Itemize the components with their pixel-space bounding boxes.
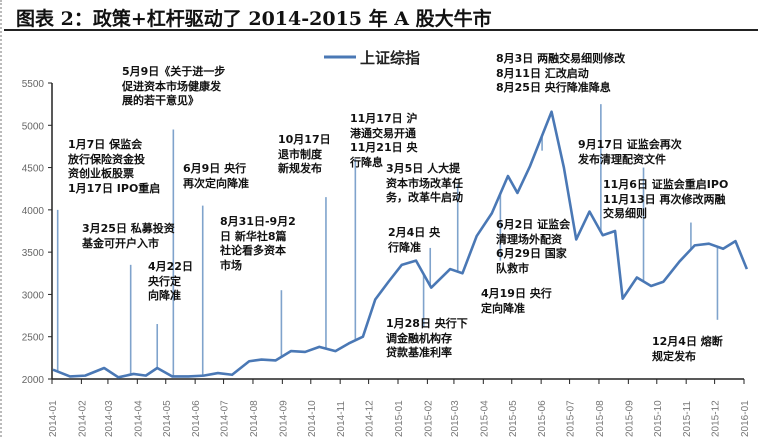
x-tick-label: 2015-03 — [450, 400, 461, 437]
annotation-text: 1月28日 央行下 调金融机构存 贷款基准利率 — [386, 317, 468, 359]
annotation-text: 1月7日 保监会 放行保险资金投 资创业板股票 1月17日 IPO重启 — [68, 138, 161, 195]
x-tick-label: 2014-11 — [336, 401, 347, 437]
x-tick-label: 2015-09 — [624, 400, 635, 437]
x-tick-label: 2015-11 — [682, 401, 693, 437]
y-tick-label: 5000 — [22, 121, 45, 132]
annotation-text: 11月6日 证监会重启IPO 11月13日 再次修改两融 交易细则 — [603, 178, 729, 220]
x-tick-label: 2015-02 — [423, 400, 434, 437]
x-tick-label: 2014-02 — [77, 400, 88, 437]
x-tick-label: 2015-08 — [595, 400, 606, 437]
x-tick-label: 2015-10 — [653, 400, 664, 437]
x-tick-label: 2015-07 — [566, 400, 577, 437]
chart-title: 图表 2：政策+杠杆驱动了 2014-2015 年 A 股大牛市 — [16, 8, 492, 30]
x-tick-label: 2015-12 — [711, 400, 722, 437]
x-tick-label: 2015-05 — [508, 400, 519, 437]
x-tick-label: 2015-04 — [479, 400, 490, 437]
x-tick-label: 2015-06 — [537, 400, 548, 437]
y-tick-label: 4000 — [22, 206, 45, 217]
legend-label: 上证综指 — [360, 49, 420, 67]
y-tick-label: 3000 — [22, 290, 45, 301]
x-tick-label: 2014-08 — [249, 400, 260, 437]
annotation-text: 8月3日 两融交易细则修改 8月11日 汇改启动 8月25日 央行降准降息 — [496, 52, 626, 94]
x-tick-label: 2014-12 — [365, 400, 376, 437]
y-tick-label: 4500 — [22, 164, 45, 175]
x-tick-label: 2014-10 — [307, 400, 318, 437]
x-tick-label: 2014-03 — [104, 400, 115, 437]
title-divider — [4, 29, 758, 31]
annotation-text: 6月9日 央行 再次定向降准 — [183, 162, 249, 190]
x-tick-label: 2014-06 — [191, 400, 202, 437]
annotation-text: 6月2日 证监会 清理场外配资 6月29日 国家 队救市 — [496, 218, 571, 275]
annotation-text: 3月5日 人大提 资本市场改革任 务，改革牛启动 — [386, 162, 463, 204]
annotation-text: 11月17日 沪 港通交易开通 11月21日 央 行降息 — [350, 112, 418, 169]
annotation-text: 9月17日 证监会再次 发布清理配资文件 — [578, 138, 682, 166]
x-tick-label: 2014-04 — [133, 400, 144, 437]
annotation-text: 4月22日 央行定 向降准 — [148, 260, 193, 302]
annotation-text: 12月4日 熔断 规定发布 — [652, 335, 723, 363]
annotation-text: 10月17日 退市制度 新规发布 — [278, 133, 331, 175]
x-tick-label: 2014-07 — [220, 400, 231, 437]
annotation-text: 2月4日 央 行降准 — [388, 226, 441, 254]
y-tick-label: 3500 — [22, 248, 45, 259]
annotation-text: 5月9日《关于进一步 促进资本市场健康发 展的若干意见》 — [122, 65, 226, 107]
x-tick-label: 2015-01 — [394, 400, 405, 437]
annotation-text: 8月31日-9月2 日 新华社8篇 社论看多资本 市场 — [220, 215, 296, 272]
x-tick-label: 2016-01 — [740, 400, 751, 437]
y-tick-label: 5500 — [22, 79, 45, 90]
y-tick-label: 2000 — [22, 375, 45, 386]
y-tick-label: 2500 — [22, 333, 45, 344]
x-tick-label: 2014-01 — [48, 400, 59, 437]
x-tick-label: 2014-05 — [162, 400, 173, 437]
x-tick-label: 2014-09 — [278, 400, 289, 437]
annotation-text: 3月25日 私募投资 基金可开户入市 — [82, 222, 175, 250]
annotation-text: 4月19日 央行 定向降准 — [481, 287, 552, 315]
